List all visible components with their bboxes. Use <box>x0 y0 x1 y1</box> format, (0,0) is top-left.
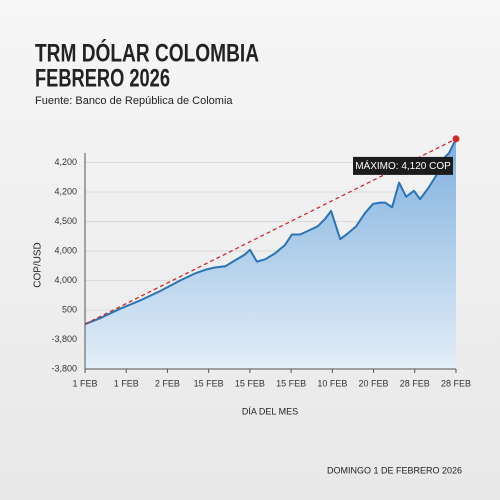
chart-subtitle: Fuente: Banco de República de Colomia <box>35 95 233 107</box>
line <box>84 138 457 326</box>
x-tick-label: 1 FEB <box>72 378 97 388</box>
area <box>85 138 456 369</box>
footer: DOMINGO 1 DE FEBRERO 2026 <box>327 465 462 475</box>
y-tick-label: -3,800 <box>51 334 77 344</box>
y-tick-label: 4,000 <box>54 275 77 285</box>
annotation: MÁXIMO: 4,120 COP <box>355 159 451 172</box>
x-tick-label: 2 FEB <box>155 378 180 388</box>
chart-title: TRM DÓLAR COLOMBIA <box>35 38 259 68</box>
y-tick-label: 500 <box>62 304 77 314</box>
max-marker <box>452 135 460 143</box>
annotation-box <box>353 156 453 175</box>
x-tick-label: 15 FEB <box>194 378 224 388</box>
y-tick-label: 4,200 <box>54 157 77 167</box>
x-axis-label: DÍA DEL MES <box>242 406 298 416</box>
y-tick-label: 4,200 <box>54 186 77 196</box>
y-axis-label: COP/USD <box>33 242 44 288</box>
y-tick-label: 4,000 <box>54 245 77 255</box>
y-tick-label: 4,500 <box>54 216 77 226</box>
y-tick-label: -3,800 <box>51 363 77 373</box>
x-tick-label: 1 FEB <box>114 378 139 388</box>
x-tick-label: 15 FEB <box>276 378 306 388</box>
x-tick-label: 15 FEB <box>235 378 265 388</box>
x-tick-label: 20 FEB <box>359 378 389 388</box>
x-tick-label: 28 FEB <box>441 378 471 388</box>
x-tick-label: 28 FEB <box>400 378 430 388</box>
chart-title: FEBRERO 2026 <box>35 65 170 93</box>
x-tick-label: 10 FEB <box>317 378 347 388</box>
